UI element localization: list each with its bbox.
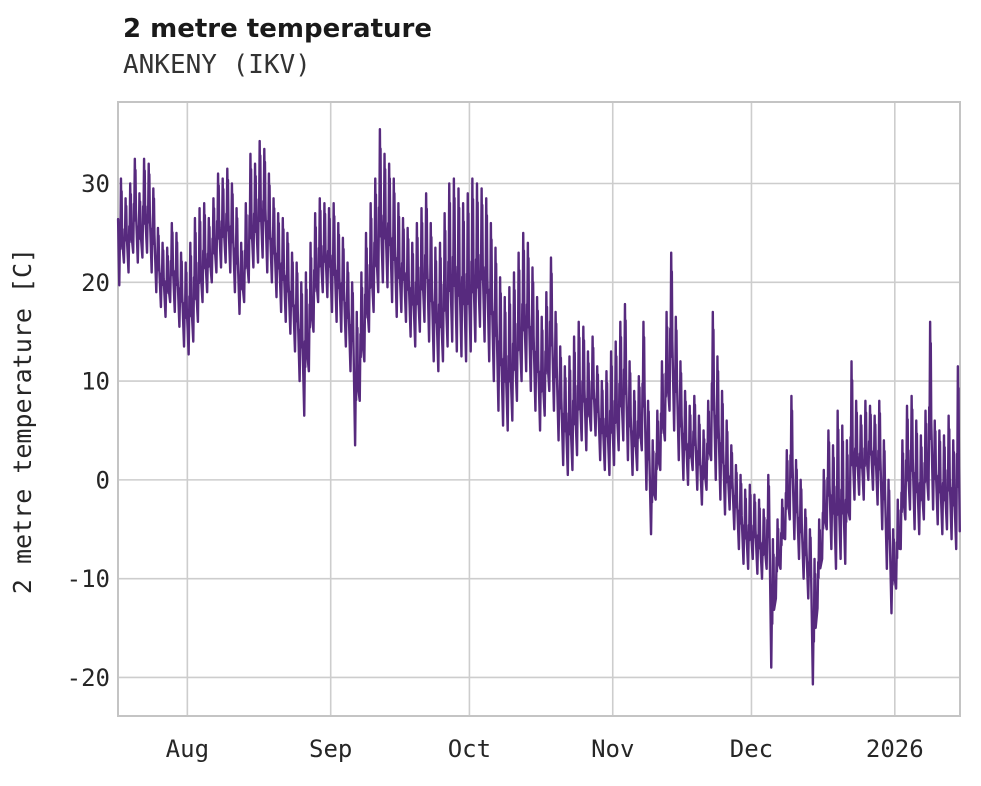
x-tick-label-Nov: Nov: [591, 735, 634, 763]
x-tick-label-Dec: Dec: [730, 735, 773, 763]
y-tick-label--20: -20: [67, 664, 110, 692]
y-axis-label: 2 metre temperature [C]: [8, 248, 37, 594]
chart-subtitle: ANKENY (IKV): [123, 50, 311, 80]
grid-layer: [118, 102, 960, 716]
x-tick-label-Sep: Sep: [309, 735, 352, 763]
x-tick-label-Oct: Oct: [448, 735, 491, 763]
y-tick-label-20: 20: [81, 269, 110, 297]
y-tick-label--10: -10: [67, 565, 110, 593]
y-tick-label-30: 30: [81, 170, 110, 198]
y-tick-label-10: 10: [81, 368, 110, 396]
chart-title: 2 metre temperature: [123, 14, 432, 44]
temperature-line: [116, 127, 961, 686]
x-tick-label-Aug: Aug: [166, 735, 209, 763]
tick-labels: 30 20 10 0 -10 -20 Aug Sep Oct Nov Dec 2026: [67, 170, 924, 763]
x-tick-label-2026: 2026: [866, 735, 924, 763]
y-tick-label-0: 0: [96, 466, 110, 494]
plot-frame: [117, 101, 961, 717]
